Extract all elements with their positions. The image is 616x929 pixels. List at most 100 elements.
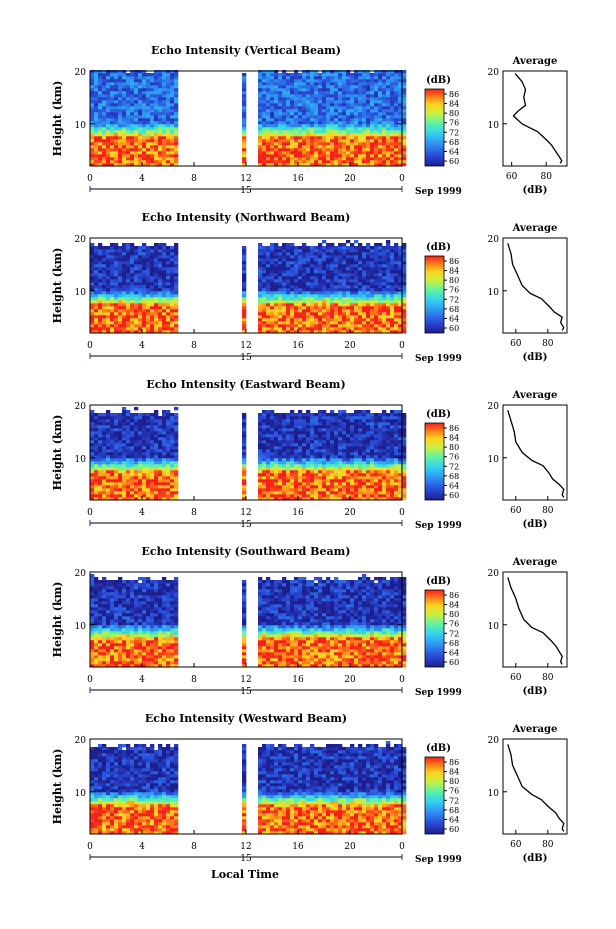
heatmap-cell — [298, 97, 303, 101]
heatmap-cell — [258, 479, 263, 483]
heatmap-cell — [354, 148, 359, 152]
heatmap-cell — [106, 431, 111, 435]
heatmap-cell — [106, 470, 111, 474]
x-tick-label: 0 — [87, 341, 93, 351]
heatmap-cell — [130, 485, 135, 489]
heatmap-cell — [130, 491, 135, 495]
heatmap-cell — [294, 470, 299, 474]
heatmap-cell — [242, 482, 247, 486]
heatmap-cell — [150, 428, 155, 432]
heatmap-cell — [158, 252, 163, 256]
heatmap-cell — [98, 160, 103, 164]
heatmap-cell — [142, 276, 147, 280]
heatmap-cell — [334, 97, 339, 101]
heatmap-cell — [166, 446, 171, 450]
heatmap-cell — [94, 255, 99, 259]
heatmap-cell — [114, 82, 119, 86]
heatmap-cell — [286, 124, 291, 128]
heatmap-cell — [350, 309, 355, 313]
heatmap-cell — [314, 303, 319, 307]
heatmap-cell — [98, 106, 103, 110]
heatmap-cell — [170, 419, 175, 423]
heatmap-cell — [290, 163, 295, 167]
heatmap-cell — [390, 160, 395, 164]
heatmap-cell — [122, 267, 127, 271]
heatmap-cell — [130, 73, 135, 77]
heatmap-cell — [266, 115, 271, 119]
heatmap-cell — [270, 410, 275, 414]
heatmap-cell — [362, 154, 367, 158]
heatmap-cell — [166, 82, 171, 86]
heatmap-cell — [278, 109, 283, 113]
heatmap-cell — [166, 255, 171, 259]
heatmap-cell — [338, 121, 343, 125]
heatmap-cell — [174, 437, 179, 441]
heatmap-cell — [258, 285, 263, 289]
heatmap-cell — [242, 282, 247, 286]
heatmap-cell — [154, 464, 159, 468]
heatmap-cell — [138, 315, 143, 319]
heatmap-cell — [302, 139, 307, 143]
heatmap-cell — [370, 261, 375, 265]
heatmap-cell — [170, 70, 175, 74]
heatmap-cell — [370, 133, 375, 137]
heatmap-cell — [294, 315, 299, 319]
heatmap-cell — [154, 458, 159, 462]
heatmap-cell — [338, 267, 343, 271]
heatmap-cell — [294, 255, 299, 259]
heatmap-cell — [90, 300, 95, 304]
date-tick-label: 15 — [240, 353, 252, 363]
heatmap-cell — [170, 109, 175, 113]
heatmap-cell — [402, 294, 407, 298]
heatmap-cell — [334, 115, 339, 119]
heatmap-cell — [130, 476, 135, 480]
heatmap-cell — [370, 85, 375, 89]
heatmap-cell — [298, 455, 303, 459]
heatmap-cell — [374, 73, 379, 77]
heatmap-cell — [118, 142, 123, 146]
heatmap-cell — [322, 449, 327, 453]
heatmap-cell — [118, 258, 123, 262]
heatmap-cell — [98, 497, 103, 501]
heatmap-cell — [150, 294, 155, 298]
heatmap-cell — [90, 79, 95, 83]
heatmap-cell — [274, 282, 279, 286]
heatmap-cell — [354, 288, 359, 292]
heatmap-cell — [170, 118, 175, 122]
heatmap-cell — [138, 136, 143, 140]
heatmap-cell — [294, 151, 299, 155]
heatmap-cell — [378, 309, 383, 313]
heatmap-cell — [374, 133, 379, 137]
heatmap-cell — [378, 91, 383, 95]
heatmap-cell — [298, 282, 303, 286]
heatmap-cell — [282, 291, 287, 295]
heatmap-cell — [162, 482, 167, 486]
heatmap-cell — [118, 455, 123, 459]
heatmap-cell — [274, 142, 279, 146]
heatmap-cell — [286, 246, 291, 250]
heatmap-cell — [154, 410, 159, 414]
heatmap-cell — [358, 291, 363, 295]
heatmap-cell — [118, 446, 123, 450]
heatmap-cell — [286, 425, 291, 429]
heatmap-cell — [126, 410, 131, 414]
heatmap-cell — [98, 485, 103, 489]
heatmap-cell — [122, 455, 127, 459]
heatmap-cell — [110, 300, 115, 304]
heatmap-cell — [130, 112, 135, 116]
heatmap-cell — [370, 124, 375, 128]
heatmap-cell — [274, 88, 279, 92]
heatmap-cell — [130, 279, 135, 283]
x-tick-label: 16 — [292, 341, 304, 351]
heatmap-cell — [322, 279, 327, 283]
heatmap-cell — [278, 79, 283, 83]
heatmap-cell — [142, 79, 147, 83]
heatmap-cell — [310, 249, 315, 253]
heatmap-cell — [274, 458, 279, 462]
heatmap-cell — [286, 91, 291, 95]
heatmap-cell — [134, 419, 139, 423]
heatmap-cell — [338, 163, 343, 167]
heatmap-cell — [314, 422, 319, 426]
heatmap-cell — [370, 100, 375, 104]
heatmap-cell — [354, 270, 359, 274]
